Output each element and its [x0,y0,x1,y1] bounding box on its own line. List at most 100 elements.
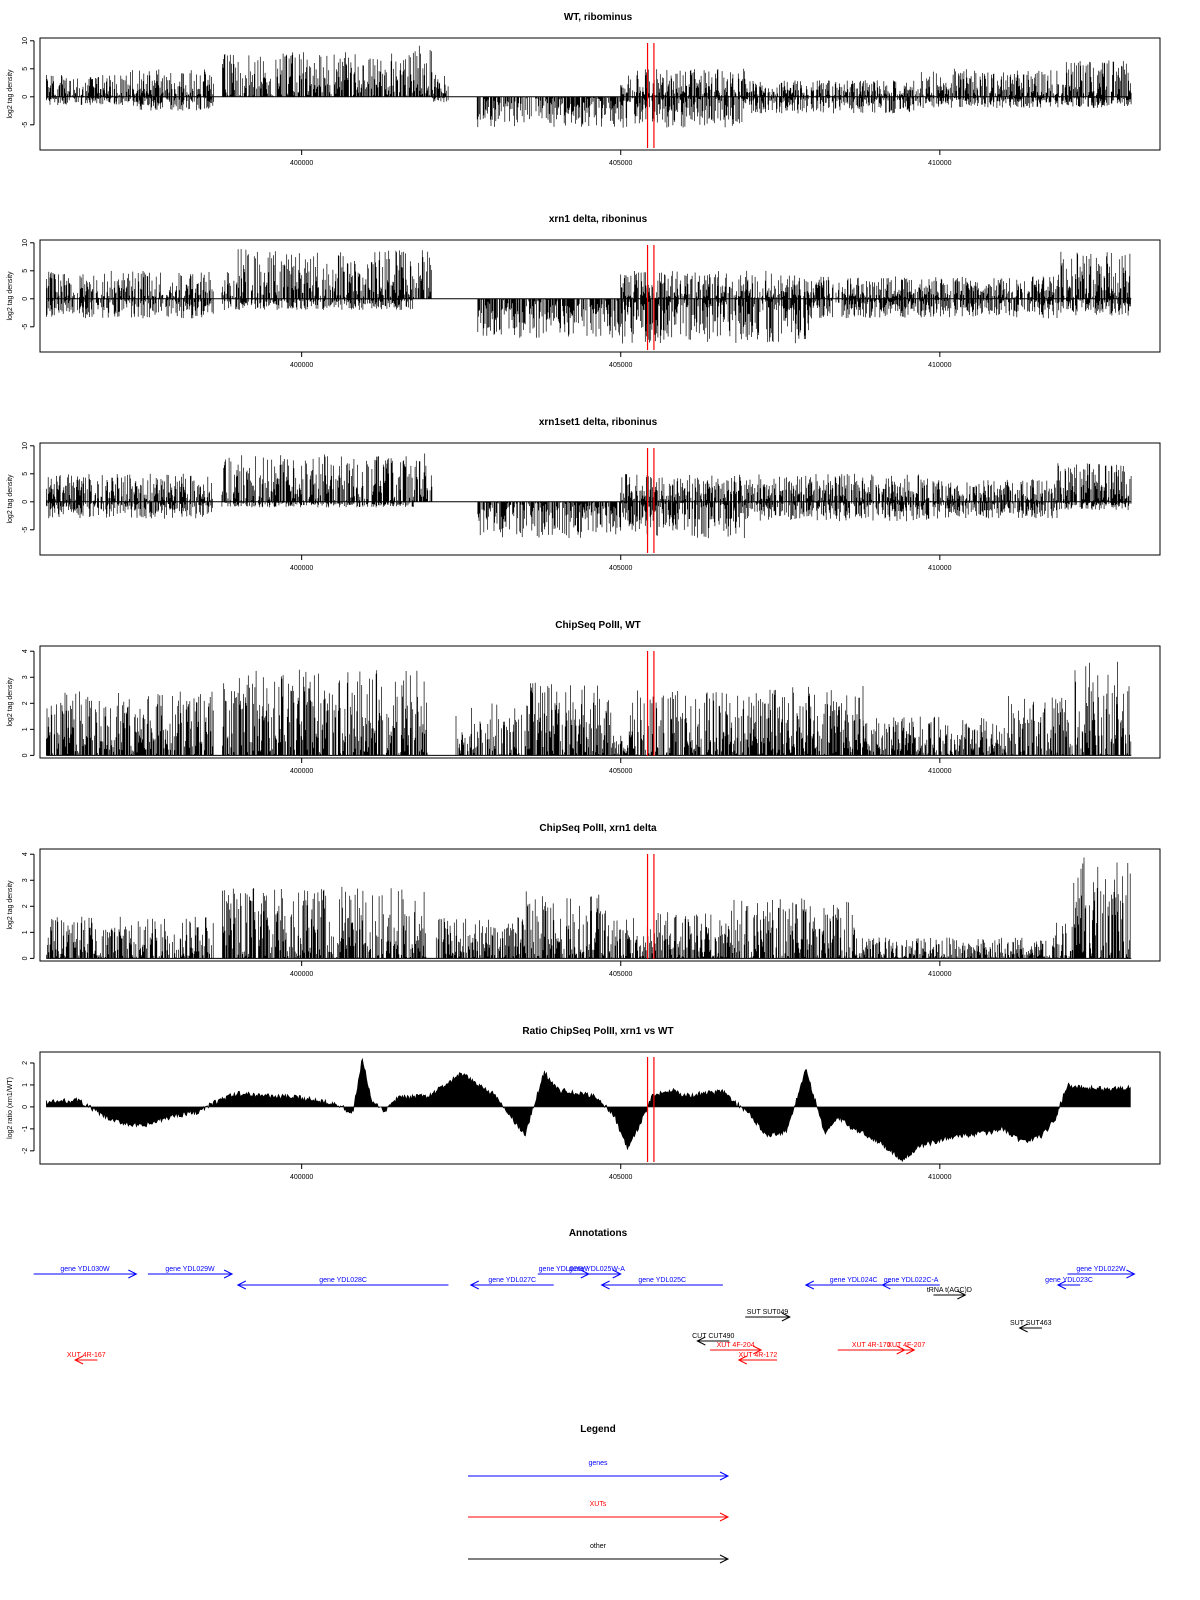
feature-label: gene YDL025W-A [569,1266,625,1273]
arrow-head-icon [1018,1323,1028,1333]
feature-label: XUT 4F-207 [887,1342,925,1349]
annotation-feature: gene YDL029W [147,1266,234,1279]
legend-item: other [468,1543,730,1564]
chart-title: xrn1 delta, riboninus [549,214,648,225]
arrow-head-icon [737,1355,748,1365]
y-tick-label: -5 [22,122,29,128]
y-tick-label: -5 [22,527,29,533]
x-tick-label: 405000 [609,971,632,978]
annotation-feature: SUT SUT049 [745,1309,791,1322]
x-tick-label: 410000 [928,160,951,167]
annotation-feature: CUT CUT490 [692,1333,735,1346]
annotation-feature: gene YDL028C [236,1277,449,1290]
y-axis-label: log2 tag density [7,880,14,930]
x-tick-label: 400000 [290,768,313,775]
feature-label: gene YDL024C [830,1277,878,1284]
arrow-head-icon [128,1269,138,1279]
arrow-head-icon [906,1345,916,1355]
annotation-feature: gene YDL025C [600,1277,723,1290]
chart-panel-6: Ratio ChipSeq PolII, xrn1 vs WT 2 1 0 -1 -2 lo… [7,1026,1161,1181]
arrow-head-icon [600,1280,610,1290]
legend-label: XUTs [590,1501,607,1508]
annotation-feature: gene YDL025W-A [569,1266,625,1279]
annotations-title: Annotations [569,1228,628,1239]
arrow-head-icon [612,1269,622,1279]
x-tick-label: 400000 [290,362,313,369]
legend-panel: Legend genes XUTs other [468,1424,730,1564]
annotation-feature: tRNA t(AGC)D [927,1287,972,1300]
x-tick-label: 405000 [609,768,632,775]
y-tick-label: 10 [22,239,29,247]
y-tick-label: 2 [22,904,29,908]
feature-label: gene YDL022W [1076,1266,1126,1273]
chart-panel-5: ChipSeq PolII, xrn1 delta 4 3 2 1 0 log2 tag d… [7,823,1161,978]
chart-title: Ratio ChipSeq PolII, xrn1 vs WT [522,1026,673,1037]
y-tick-label: -5 [22,324,29,330]
feature-label: gene YDL027C [488,1277,536,1284]
chart-title: ChipSeq PolII, xrn1 delta [539,823,657,834]
y-tick-label: 0 [22,753,29,757]
x-tick-label: 410000 [928,565,951,572]
feature-label: gene YDL028C [319,1277,367,1284]
feature-label: gene YDL030W [60,1266,110,1273]
y-tick-label: -1 [22,1126,29,1132]
annotations-panel: Annotations gene YDL030W gene YDL029W gene… [33,1228,1136,1365]
x-tick-label: 400000 [290,565,313,572]
y-axis-label: log2 tag density [7,69,14,119]
legend-item: genes [468,1460,730,1481]
y-tick-label: -2 [22,1148,29,1154]
arrow-head-icon [752,1345,763,1355]
x-tick-label: 400000 [290,1174,313,1181]
annotation-feature: SUT SUT463 [1010,1320,1052,1333]
feature-label: XUT 4F-204 [717,1342,755,1349]
annotation-feature: XUT 4F-204 [710,1342,763,1355]
arrow-head-icon [1056,1280,1067,1290]
y-tick-label: 1 [22,1083,29,1087]
legend-label: genes [588,1460,608,1467]
y-tick-label: 5 [22,472,29,476]
y-tick-label: 4 [22,852,29,856]
plot-frame [39,442,1161,556]
chart-title: ChipSeq PolII, WT [555,620,641,631]
x-tick-label: 410000 [928,971,951,978]
ratio-area [46,1057,1131,1163]
y-tick-label: 5 [22,269,29,273]
x-tick-label: 410000 [928,362,951,369]
annotation-feature: XUT 4R-172 [737,1352,777,1365]
arrow-head-icon [781,1312,791,1322]
arrow-head-icon [1126,1269,1136,1279]
x-tick-label: 405000 [609,565,632,572]
data-series [46,661,1132,756]
chart-title: WT, ribominus [564,12,633,23]
y-axis-label: log2 tag density [7,474,14,524]
density-bars [46,661,1132,756]
annotation-feature: XUT 4R-167 [67,1352,106,1365]
legend-title: Legend [580,1424,616,1435]
x-tick-label: 410000 [928,1174,951,1181]
feature-label: XUT 4R-167 [67,1352,106,1359]
y-tick-label: 0 [22,95,29,99]
y-tick-label: 2 [22,1061,29,1065]
data-series [46,857,1132,959]
y-tick-label: 0 [22,500,29,504]
annotation-feature: gene YDL027C [469,1277,554,1290]
x-tick-label: 400000 [290,160,313,167]
x-tick-label: 400000 [290,971,313,978]
arrow-head-icon [469,1280,479,1290]
arrow-head-icon [719,1554,730,1564]
chart-panel-2: xrn1 delta, riboninus 10 5 0 -5 log2 tag dens… [7,214,1161,369]
data-series [46,453,1132,539]
arrow-head-icon [719,1471,730,1481]
plot-frame [39,645,1161,759]
y-axis-label: log2 tag density [7,677,14,727]
feature-label: XUT 4R-170 [852,1342,891,1349]
y-tick-label: 3 [22,878,29,882]
annotation-feature: gene YDL023C [1045,1277,1093,1290]
legend-item: XUTs [468,1501,730,1522]
y-tick-label: 3 [22,675,29,679]
x-tick-label: 410000 [928,768,951,775]
x-tick-label: 405000 [609,362,632,369]
legend-label: other [590,1543,607,1550]
plot-frame [39,1051,1161,1165]
x-tick-label: 405000 [609,1174,632,1181]
